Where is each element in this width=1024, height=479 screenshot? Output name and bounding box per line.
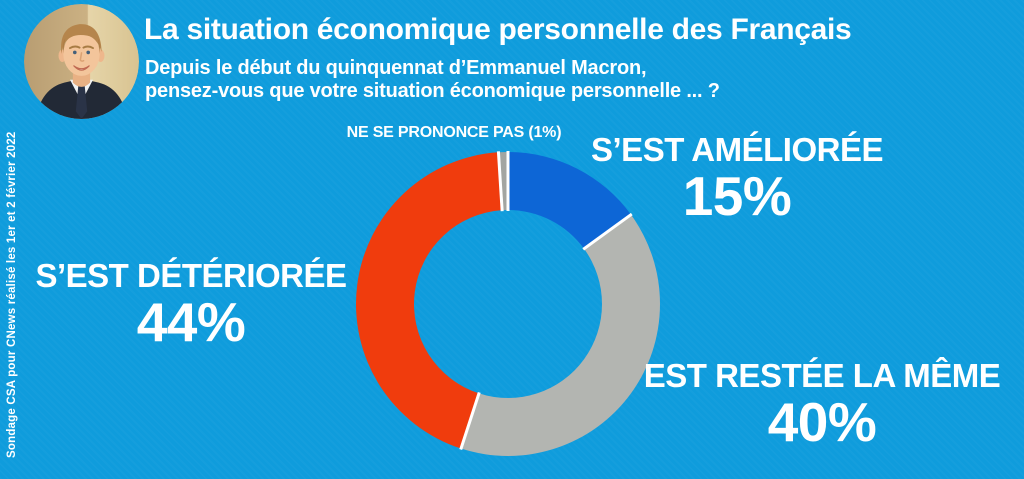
callout-est-restee-la-meme: EST RESTÉE LA MÊME 40% xyxy=(642,357,1002,451)
callout-s-est-amelioree: S’EST AMÉLIORÉE 15% xyxy=(557,131,917,225)
segment-value-restee: 40% xyxy=(767,391,877,453)
callout-s-est-deterioree: S’EST DÉTÉRIORÉE 44% xyxy=(11,257,371,351)
segment-label-amelioree: S’EST AMÉLIORÉE xyxy=(591,131,883,168)
donut-segment-0 xyxy=(508,152,631,249)
subtitle-line-1: Depuis le début du quinquennat d’Emmanue… xyxy=(145,57,647,79)
page-subtitle: Depuis le début du quinquennat d’Emmanue… xyxy=(145,57,720,103)
donut-segment-2 xyxy=(356,152,503,449)
avatar xyxy=(24,4,139,119)
segment-separator-2 xyxy=(459,391,481,450)
source-note: Sondage CSA pour CNews réalisé les 1er e… xyxy=(6,131,18,458)
segment-value-deterioree: 44% xyxy=(136,291,246,353)
label-ne-se-prononce-pas: NE SE PRONONCE PAS (1%) xyxy=(346,124,562,141)
donut-segment-1 xyxy=(461,214,660,456)
segment-separator-1 xyxy=(582,212,633,251)
segment-value-amelioree: 15% xyxy=(682,165,792,227)
macron-portrait-icon xyxy=(24,4,139,119)
segment-separator-3 xyxy=(496,151,504,212)
subtitle-line-2: pensez-vous que votre situation économiq… xyxy=(145,80,720,102)
page-title: La situation économique personnelle des … xyxy=(144,13,852,46)
segment-label-deterioree: S’EST DÉTÉRIORÉE xyxy=(35,257,347,294)
segment-label-restee: EST RESTÉE LA MÊME xyxy=(643,357,1001,394)
